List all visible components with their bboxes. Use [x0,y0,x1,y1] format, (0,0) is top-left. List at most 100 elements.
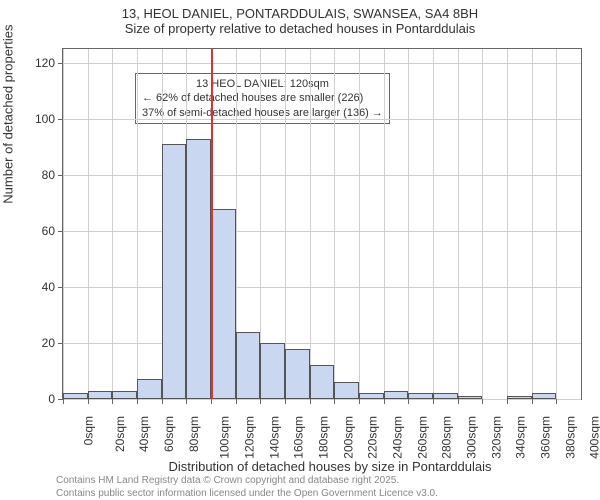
gridline-vertical [112,49,113,399]
x-tick-label: 360sqm [539,416,553,459]
gridline-horizontal [63,119,581,120]
x-tick [334,399,335,404]
x-tick-label: 240sqm [391,416,405,459]
gridline-vertical [137,49,138,399]
x-tick-label: 120sqm [243,416,257,459]
x-tick-label: 200sqm [341,416,355,459]
gridline-vertical [556,49,557,399]
annotation-line-3: 37% of semi-detached houses are larger (… [142,106,383,120]
histogram-bar [137,379,162,399]
histogram-bar [532,393,557,399]
gridline-horizontal [63,175,581,176]
gridline-vertical [285,49,286,399]
histogram-bar [63,393,88,399]
histogram-bar [186,139,211,399]
gridline-vertical [310,49,311,399]
x-tick-label: 280sqm [440,416,454,459]
annotation-line-1: 13 HEOL DANIEL: 120sqm [142,77,383,91]
histogram-bar [458,396,483,399]
gridline-vertical [532,49,533,399]
x-tick-label: 340sqm [514,416,528,459]
gridline-vertical [63,49,64,399]
gridline-vertical [408,49,409,399]
histogram-bar [88,391,113,399]
x-tick [63,399,64,404]
x-tick [137,399,138,404]
gridline-horizontal [63,287,581,288]
x-tick [162,399,163,404]
gridline-vertical [482,49,483,399]
x-tick [88,399,89,404]
y-tick-label: 20 [25,336,55,350]
gridline-vertical [507,49,508,399]
histogram-bar [310,365,335,399]
x-tick [285,399,286,404]
x-tick-label: 380sqm [563,416,577,459]
x-tick [482,399,483,404]
histogram-bar [507,396,532,399]
x-tick [112,399,113,404]
x-tick [186,399,187,404]
x-tick-label: 300sqm [465,416,479,459]
gridline-horizontal [63,399,581,400]
annotation-box: 13 HEOL DANIEL: 120sqm ← 62% of detached… [135,73,390,124]
histogram-bar [236,332,261,399]
chart-title-sub: Size of property relative to detached ho… [0,21,600,36]
gridline-vertical [458,49,459,399]
x-tick [458,399,459,404]
y-tick-label: 60 [25,224,55,238]
x-tick-label: 20sqm [113,416,127,452]
x-tick-label: 320sqm [489,416,503,459]
x-tick-label: 400sqm [588,416,600,459]
gridline-horizontal [63,63,581,64]
x-tick-label: 0sqm [81,416,95,445]
reference-marker-line [211,49,213,399]
x-tick-label: 80sqm [187,416,201,452]
x-tick [507,399,508,404]
x-tick [556,399,557,404]
histogram-bar [112,391,137,399]
x-tick-label: 100sqm [218,416,232,459]
gridline-horizontal [63,231,581,232]
y-tick-label: 100 [25,112,55,126]
x-tick [211,399,212,404]
x-tick-label: 180sqm [317,416,331,459]
x-tick-label: 40sqm [137,416,151,452]
x-tick [310,399,311,404]
annotation-line-2: ← 62% of detached houses are smaller (22… [142,91,383,105]
x-tick-label: 160sqm [292,416,306,459]
gridline-vertical [88,49,89,399]
y-tick-label: 0 [25,392,55,406]
x-tick-label: 260sqm [415,416,429,459]
histogram-bar [433,393,458,399]
histogram-bar [359,393,384,399]
gridline-vertical [433,49,434,399]
x-tick-label: 140sqm [267,416,281,459]
x-tick [236,399,237,404]
x-tick [408,399,409,404]
y-axis-title: Number of detached properties [1,25,16,204]
histogram-bar [162,144,187,399]
y-tick-label: 80 [25,168,55,182]
gridline-horizontal [63,343,581,344]
x-axis-title: Distribution of detached houses by size … [30,459,600,474]
histogram-bar [260,343,285,399]
y-tick-label: 120 [25,56,55,70]
footer-text: Contains HM Land Registry data © Crown c… [56,474,438,500]
x-tick-label: 220sqm [366,416,380,459]
x-tick-label: 60sqm [162,416,176,452]
plot-area: 13 HEOL DANIEL: 120sqm ← 62% of detached… [62,48,582,400]
gridline-vertical [384,49,385,399]
x-tick [359,399,360,404]
chart-title-main: 13, HEOL DANIEL, PONTARDDULAIS, SWANSEA,… [0,0,600,21]
histogram-bar [334,382,359,399]
chart-container: 13, HEOL DANIEL, PONTARDDULAIS, SWANSEA,… [0,0,600,500]
footer-line-2: Contains public sector information licen… [56,487,438,500]
histogram-bar [384,391,409,399]
x-tick [433,399,434,404]
x-tick [384,399,385,404]
footer-line-1: Contains HM Land Registry data © Crown c… [56,474,438,487]
x-tick [532,399,533,404]
gridline-vertical [334,49,335,399]
y-tick-label: 40 [25,280,55,294]
